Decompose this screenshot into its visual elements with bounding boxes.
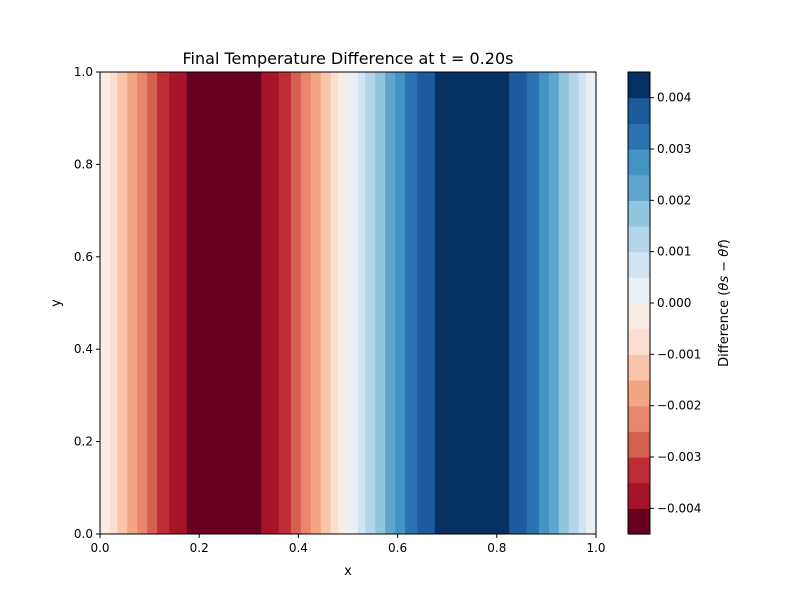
- y-axis-label: y: [49, 299, 64, 307]
- heatmap-band: [117, 72, 128, 534]
- colorbar-segment: [628, 72, 650, 99]
- plot-frame: [99, 71, 597, 535]
- y-tick-label: 0.4: [74, 342, 93, 356]
- plot-area: [100, 72, 597, 534]
- chart-title: Final Temperature Difference at t = 0.20…: [183, 49, 514, 68]
- colorbar-tick-label: −0.004: [657, 501, 701, 515]
- heatmap-band: [137, 72, 148, 534]
- colorbar-tick-label: 0.001: [657, 245, 691, 259]
- heatmap-band: [330, 72, 339, 534]
- x-tick-label: 0.4: [289, 541, 308, 555]
- heatmap-band: [586, 72, 597, 534]
- heatmap-band: [127, 72, 138, 534]
- colorbar-ticks: −0.004 −0.003 −0.002 −0.001 0.000 0.001 0.002 0…: [650, 91, 701, 515]
- colorbar: [627, 71, 651, 535]
- colorbar-segment: [628, 354, 650, 381]
- heatmap-band: [338, 72, 349, 534]
- colorbar-segment: [628, 123, 650, 150]
- colorbar-label: Difference (θs − θf): [717, 239, 732, 367]
- x-tick-label: 0.0: [90, 541, 109, 555]
- y-tick-label: 1.0: [74, 65, 93, 79]
- heatmap-band: [395, 72, 406, 534]
- colorbar-segment: [628, 328, 650, 355]
- heatmap-band: [385, 72, 396, 534]
- x-tick-label: 0.6: [388, 541, 407, 555]
- colorbar-segment: [628, 380, 650, 407]
- heatmap-band: [375, 72, 386, 534]
- y-tick-label: 0.6: [74, 250, 93, 264]
- y-tick-label: 0.8: [74, 157, 93, 171]
- colorbar-segment: [628, 482, 650, 509]
- y-axis: 0.0 0.2 0.4 0.6 0.8 1.0: [74, 65, 100, 541]
- colorbar-segment: [628, 174, 650, 201]
- heatmap-band: [509, 72, 528, 534]
- colorbar-segment: [628, 226, 650, 253]
- colorbar-tick-label: −0.002: [657, 399, 701, 413]
- x-tick-label: 0.8: [487, 541, 506, 555]
- heatmap-band: [290, 72, 302, 534]
- heatmap-band: [278, 72, 292, 534]
- heatmap-band: [300, 72, 312, 534]
- heatmap-band: [147, 72, 158, 534]
- heatmap-band: [320, 72, 332, 534]
- heatmap-band: [568, 72, 580, 534]
- heatmap-band: [169, 72, 188, 534]
- x-tick-label: 0.2: [190, 541, 209, 555]
- heatmap-band: [417, 72, 436, 534]
- colorbar-tick-label: 0.000: [657, 296, 691, 310]
- colorbar-segment: [628, 251, 650, 278]
- heatmap-band: [100, 72, 111, 534]
- heatmap-band: [261, 72, 280, 534]
- y-tick-label: 0.2: [74, 435, 93, 449]
- colorbar-segment: [628, 508, 650, 535]
- colorbar-segment: [628, 303, 650, 330]
- heatmap-band: [434, 72, 510, 534]
- colorbar-tick-label: −0.001: [657, 347, 701, 361]
- colorbar-tick-label: 0.004: [657, 91, 691, 105]
- heatmap-band: [558, 72, 570, 534]
- colorbar-segment: [628, 405, 650, 432]
- colorbar-tick-label: −0.003: [657, 450, 701, 464]
- heatmap-band: [548, 72, 560, 534]
- heatmap-band: [405, 72, 419, 534]
- colorbar-segment: [628, 457, 650, 484]
- x-tick-label: 1.0: [586, 541, 605, 555]
- x-axis-label: x: [344, 564, 352, 579]
- heatmap-band: [310, 72, 322, 534]
- y-tick-label: 0.0: [74, 527, 93, 541]
- heatmap-band: [578, 72, 587, 534]
- heatmap-band: [109, 72, 118, 534]
- heatmap-band: [526, 72, 540, 534]
- colorbar-segment: [628, 277, 650, 304]
- heatmap-band: [348, 72, 359, 534]
- colorbar-segment: [628, 149, 650, 176]
- colorbar-segment: [628, 431, 650, 458]
- colorbar-segment: [628, 200, 650, 227]
- colorbar-tick-label: 0.003: [657, 142, 691, 156]
- x-axis: 0.0 0.2 0.4 0.6 0.8 1.0: [90, 534, 606, 555]
- colorbar-tick-label: 0.002: [657, 193, 691, 207]
- heatmap-band: [365, 72, 376, 534]
- heatmap-band: [186, 72, 262, 534]
- colorbar-segment: [628, 97, 650, 124]
- heatmap-band: [157, 72, 171, 534]
- heatmap-band: [357, 72, 366, 534]
- heatmap-band: [538, 72, 550, 534]
